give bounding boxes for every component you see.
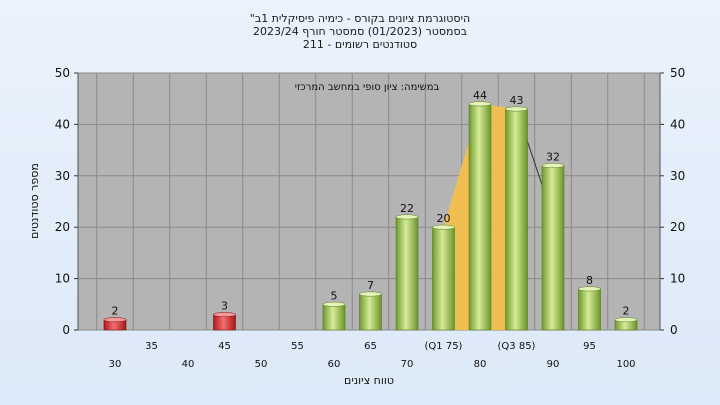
y-axis-label: מספר סטודנטים <box>28 163 41 239</box>
bar-value-label: 7 <box>367 279 374 292</box>
bar-value-label: 44 <box>473 89 487 102</box>
y-tick-label-right: 20 <box>670 220 685 234</box>
bar-value-label: 5 <box>331 289 338 302</box>
x-tick-label: 70 <box>401 359 414 370</box>
chart-title-line2: בסמסטר (01/2023) סמסטר חורף 2023/24 <box>253 25 467 38</box>
x-tick-label: 95 <box>583 341 596 352</box>
bar-top <box>578 286 601 292</box>
x-tick-label: 100 <box>616 359 635 370</box>
x-tick-label: 60 <box>328 359 341 370</box>
y-tick-label-left: 40 <box>55 117 70 131</box>
bar-value-label: 20 <box>437 212 451 225</box>
y-tick-label-right: 40 <box>670 117 685 131</box>
y-tick-label-right: 0 <box>670 323 678 337</box>
bar-top <box>468 101 492 107</box>
bar-value-label: 3 <box>221 300 228 313</box>
x-tick-label: 30 <box>109 359 122 370</box>
bar-top <box>614 317 638 323</box>
bar-value-label: 2 <box>112 305 119 318</box>
bar <box>359 293 382 331</box>
bar-top <box>213 312 236 318</box>
bar <box>541 165 565 331</box>
bar-top <box>359 291 382 297</box>
bar-value-label: 8 <box>586 274 593 287</box>
plot-annotation: במשימה: ציון סופי במחשב המרכזי <box>295 82 440 93</box>
bar <box>395 216 419 331</box>
x-tick-label: 80 <box>474 359 487 370</box>
bar <box>432 226 455 331</box>
bar <box>578 288 601 331</box>
x-tick-label: 40 <box>182 359 195 370</box>
x-tick-label: 35 <box>145 341 158 352</box>
y-tick-label-left: 10 <box>55 272 70 286</box>
bar-value-label: 22 <box>400 202 414 215</box>
bar-top <box>541 163 565 168</box>
bar <box>322 303 346 331</box>
bar-top <box>395 214 419 220</box>
bar-value-label: 2 <box>623 305 630 318</box>
x-tick-label: 65 <box>364 341 377 352</box>
x-tick-label: (Q1 75) <box>425 341 463 352</box>
y-tick-label-left: 50 <box>55 66 70 80</box>
y-tick-label-left: 30 <box>55 169 70 183</box>
bar-top <box>505 106 528 112</box>
x-tick-label: 45 <box>218 341 231 352</box>
y-tick-label-right: 30 <box>670 169 685 183</box>
bar-top <box>103 317 127 323</box>
chart-title-line3: 211 - סטודנטים רשומים <box>302 38 418 51</box>
bar-value-label: 32 <box>546 151 560 164</box>
bar <box>468 103 492 331</box>
y-tick-label-right: 10 <box>670 272 685 286</box>
y-tick-label-left: 20 <box>55 220 70 234</box>
y-tick-label-left: 0 <box>62 323 70 337</box>
bar-value-label: 43 <box>510 94 524 107</box>
x-tick-label: 55 <box>291 341 304 352</box>
chart-title-line1: "היסטוגרמת ציונים בקורס - כימיה פיסיקלית… <box>249 12 471 25</box>
y-tick-label-right: 50 <box>670 66 685 80</box>
bar <box>505 108 528 331</box>
x-axis-label: טווח ציונים <box>344 374 394 387</box>
x-tick-label: 90 <box>547 359 560 370</box>
bar-top <box>432 224 455 230</box>
x-tick-label: (Q3 85) <box>498 341 536 352</box>
x-tick-label: 50 <box>255 359 268 370</box>
bar-top <box>322 301 346 307</box>
